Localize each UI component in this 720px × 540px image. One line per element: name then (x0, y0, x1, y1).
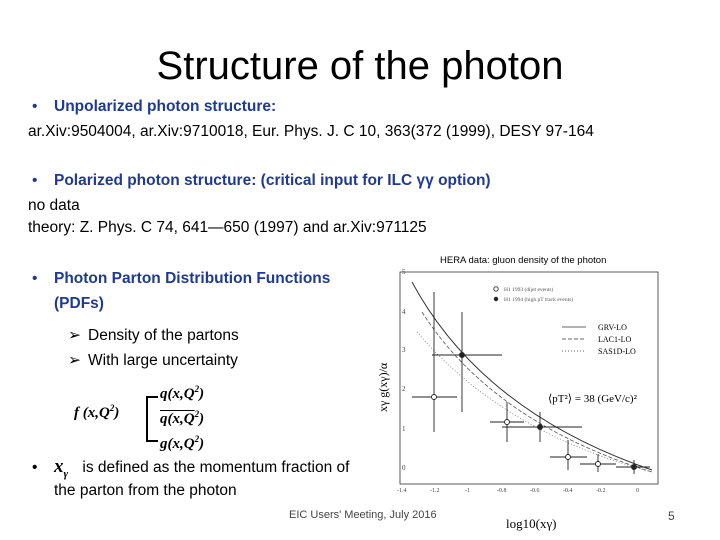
legend-h1b: H1 1994 (high pT track events) (504, 296, 573, 303)
arrow-bullet-icon: ➢ (68, 327, 81, 344)
y-tick: 0 (402, 464, 406, 472)
bullet-unpolarized-label: Unpolarized photon structure: (54, 98, 277, 115)
bullet-marker: • (32, 270, 38, 287)
bullet-momentum-fraction: • xγ is defined as the momentum fraction … (32, 456, 349, 480)
formula-quark: q(x,Q2) (160, 384, 205, 402)
y-tick: 3 (402, 346, 406, 354)
data-point-open (431, 394, 437, 400)
y-tick-labels: 5 4 3 2 1 0 (402, 268, 406, 472)
polarized-no-data: no data (28, 197, 80, 214)
x-tick: -1.4 (397, 488, 407, 494)
y-tick: 1 (402, 425, 406, 433)
data-points (412, 292, 650, 474)
formula-brace (146, 396, 158, 442)
y-tick: 2 (402, 385, 406, 393)
sub-bullet-density: ➢ Density of the partons (68, 326, 239, 345)
x-tick: -0.4 (563, 488, 573, 494)
sub-bullet-uncertainty-text: With large uncertainty (88, 352, 238, 369)
formula-antiquark: q(x,Q2) (160, 409, 205, 427)
arrow-bullet-icon: ➢ (68, 352, 81, 369)
bullet-marker: • (32, 98, 38, 115)
bullet-marker: • (32, 172, 38, 189)
x-gamma-symbol: xγ (54, 456, 69, 480)
legend-h1: H1 1993 (dijet events) (504, 286, 554, 293)
page-number: 5 (668, 509, 675, 523)
data-point-filled (537, 424, 543, 430)
formula-lhs: f (x,Q2) (74, 403, 120, 421)
x-tick: -1.2 (430, 488, 440, 494)
grv-lo-curve (411, 281, 653, 471)
footer-text: EIC Users' Meeting, July 2016 (289, 509, 437, 521)
y-tick: 5 (402, 268, 406, 276)
plot-legend: H1 1993 (dijet events) H1 1994 (high pT … (493, 286, 636, 356)
momentum-fraction-line1: is defined as the momentum fraction of (82, 459, 350, 476)
unpolarized-references: ar.Xiv:9504004, ar.Xiv:9710018, Eur. Phy… (28, 123, 594, 140)
x-tick: -0.6 (530, 488, 540, 494)
bullet-unpolarized: • Unpolarized photon structure: (32, 98, 276, 116)
x-tick: -0.8 (497, 488, 507, 494)
x-tick: -1 (465, 488, 470, 494)
legend-marker-h1b (493, 296, 499, 302)
y-tick: 4 (402, 308, 406, 316)
x-tick-labels: -1.4 -1.2 -1 -0.8 -0.6 -0.4 -0.2 0 (397, 488, 639, 494)
legend-grv: GRV-LO (598, 323, 627, 332)
data-point-filled (631, 464, 637, 470)
data-point-open (565, 454, 571, 460)
legend-lac: LAC1-LO (598, 335, 632, 344)
x-tick: -0.2 (596, 488, 606, 494)
sub-bullet-density-text: Density of the partons (88, 327, 239, 344)
sas1d-lo-curve (416, 331, 653, 473)
bullet-pdfs: • Photon Parton Distribution Functions (32, 270, 330, 288)
legend-marker-h1 (493, 286, 499, 292)
bullet-marker: • (32, 459, 38, 476)
gluon-density-figure: 5 4 3 2 1 0 -1.4 -1.2 -1 -0.8 -0.6 -0.4 … (376, 268, 659, 531)
data-point-open (504, 419, 510, 425)
x-tick: 0 (636, 488, 639, 494)
formula-gluon: g(x,Q2) (160, 434, 205, 452)
momentum-fraction-line2: the parton from the photon (54, 482, 237, 499)
pt-scale-label: ⟨pT²⟩ = 38 (GeV/c)² (548, 393, 638, 405)
y-axis-label: xγ g(xγ)/α (376, 362, 390, 412)
figure-caption: HERA data: gluon density of the photon (440, 255, 607, 266)
plot-frame (399, 271, 659, 485)
sub-bullet-uncertainty: ➢ With large uncertainty (68, 351, 238, 370)
legend-sas: SAS1D-LO (598, 347, 636, 356)
slide-title: Structure of the photon (156, 44, 564, 88)
data-point-open (595, 461, 601, 467)
bullet-polarized: • Polarized photon structure: (critical i… (32, 172, 491, 190)
bullet-polarized-label: Polarized photon structure: (critical in… (54, 172, 491, 189)
data-point-filled (459, 352, 465, 358)
x-axis-label: log10(xγ) (506, 516, 557, 531)
lac1-lo-curve (421, 311, 653, 473)
bullet-pdfs-line2: (PDFs) (54, 295, 104, 312)
bullet-pdfs-line1: Photon Parton Distribution Functions (54, 270, 331, 287)
polarized-theory-reference: theory: Z. Phys. C 74, 641—650 (1997) an… (28, 219, 427, 236)
